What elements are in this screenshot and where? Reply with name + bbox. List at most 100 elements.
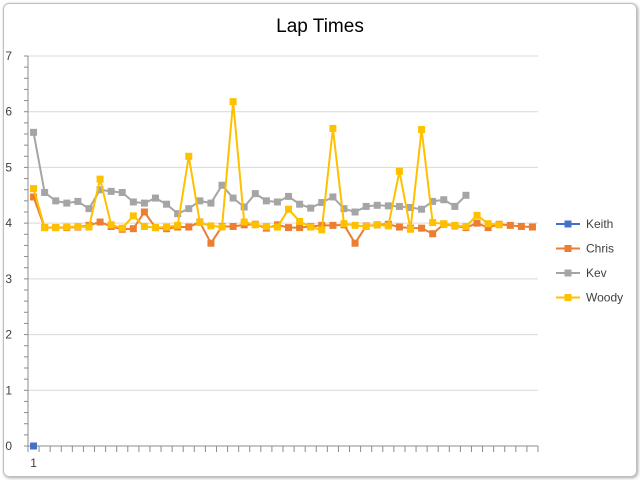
- data-point-woody: [362, 222, 370, 230]
- data-point-kev: [296, 200, 304, 208]
- legend-item-chris: Chris: [556, 242, 614, 256]
- data-point-kev: [229, 194, 237, 202]
- data-point-chris: [229, 222, 237, 230]
- data-point-kev: [462, 191, 470, 199]
- data-point-kev: [285, 192, 293, 200]
- data-point-chris: [296, 224, 304, 232]
- data-point-chris: [473, 219, 481, 227]
- data-point-kev: [96, 186, 104, 194]
- y-tick-label: 3: [5, 272, 12, 286]
- data-point-woody: [129, 212, 137, 220]
- data-point-kev: [262, 197, 270, 205]
- data-point-chris: [429, 230, 437, 238]
- data-point-chris: [418, 224, 426, 232]
- data-point-chris: [528, 223, 536, 231]
- data-point-kev: [384, 202, 392, 210]
- data-point-kev: [451, 202, 459, 210]
- data-point-kev: [185, 205, 193, 213]
- data-point-chris: [506, 221, 514, 229]
- legend-swatch-marker: [564, 269, 572, 277]
- y-tick-label: 0: [5, 439, 12, 453]
- data-point-woody: [52, 224, 60, 232]
- data-point-chris: [285, 224, 293, 232]
- data-point-kev: [395, 202, 403, 210]
- legend-label: Woody: [586, 291, 623, 305]
- data-point-woody: [207, 222, 215, 230]
- data-point-kev: [373, 201, 381, 209]
- series-keith: [30, 442, 38, 450]
- data-point-woody: [185, 152, 193, 160]
- data-point-woody: [340, 220, 348, 228]
- data-point-woody: [484, 220, 492, 228]
- data-point-kev: [196, 197, 204, 205]
- y-tick-label: 2: [5, 328, 12, 342]
- data-point-kev: [74, 197, 82, 205]
- legend-item-kev: Kev: [556, 266, 607, 280]
- y-tick-label: 1: [5, 383, 12, 397]
- legend-item-woody: Woody: [556, 291, 623, 305]
- data-point-woody: [429, 219, 437, 227]
- data-point-woody: [229, 98, 237, 106]
- data-point-kev: [107, 187, 115, 195]
- data-point-woody: [140, 222, 148, 230]
- legend-label: Chris: [586, 242, 614, 256]
- data-point-woody: [418, 126, 426, 134]
- data-point-woody: [318, 226, 326, 234]
- y-tick-label: 4: [5, 216, 12, 230]
- legend: Keith Chris Kev Woody: [556, 217, 623, 305]
- data-point-woody: [307, 223, 315, 231]
- data-point-kev: [429, 197, 437, 205]
- data-point-woody: [462, 222, 470, 230]
- series-line-woody: [32, 100, 500, 231]
- y-tick-label: 6: [5, 105, 12, 119]
- data-point-chris: [395, 223, 403, 231]
- y-tick-label: 7: [5, 49, 12, 63]
- data-point-woody: [174, 221, 182, 229]
- data-point-kev: [174, 210, 182, 218]
- data-point-woody: [30, 185, 38, 193]
- series-lines: [30, 98, 536, 450]
- data-point-woody: [373, 221, 381, 229]
- data-point-kev: [362, 202, 370, 210]
- data-point-chris: [96, 218, 104, 226]
- data-point-woody: [96, 175, 104, 183]
- data-point-woody: [218, 223, 226, 231]
- series-line-kev: [32, 132, 467, 215]
- data-point-woody: [285, 205, 293, 213]
- data-point-kev: [318, 199, 326, 207]
- data-point-woody: [163, 223, 171, 231]
- data-point-woody: [384, 222, 392, 230]
- data-point-woody: [495, 221, 503, 229]
- data-point-woody: [74, 222, 82, 230]
- data-point-chris: [207, 239, 215, 247]
- data-point-woody: [41, 224, 49, 232]
- legend-swatch-marker: [564, 294, 572, 301]
- data-point-kev: [207, 199, 215, 207]
- data-point-chris: [484, 224, 492, 232]
- data-point-kev: [63, 199, 71, 207]
- data-point-woody: [251, 221, 259, 229]
- legend-label: Keith: [586, 217, 613, 231]
- data-point-chris: [129, 225, 137, 233]
- data-point-chris: [517, 222, 525, 230]
- data-point-woody: [440, 220, 448, 228]
- data-point-chris: [351, 239, 359, 247]
- data-point-chris: [140, 208, 148, 216]
- data-point-kev: [240, 203, 248, 211]
- data-point-chris: [329, 221, 337, 229]
- data-point-kev: [329, 193, 337, 201]
- data-point-woody: [240, 218, 248, 226]
- data-point-woody: [196, 219, 204, 227]
- x-tick-label: 1: [30, 456, 37, 470]
- data-point-woody: [118, 224, 126, 232]
- legend-swatch-marker: [564, 245, 572, 252]
- axes: 0 1 2 3 4 5 6 7 1: [5, 49, 539, 470]
- data-point-kev: [152, 194, 159, 202]
- data-point-woody: [152, 224, 159, 232]
- gridlines: [28, 55, 538, 391]
- data-point-woody: [407, 225, 414, 233]
- data-point-kev: [129, 198, 137, 206]
- data-point-woody: [262, 222, 270, 230]
- data-point-kev: [407, 204, 414, 212]
